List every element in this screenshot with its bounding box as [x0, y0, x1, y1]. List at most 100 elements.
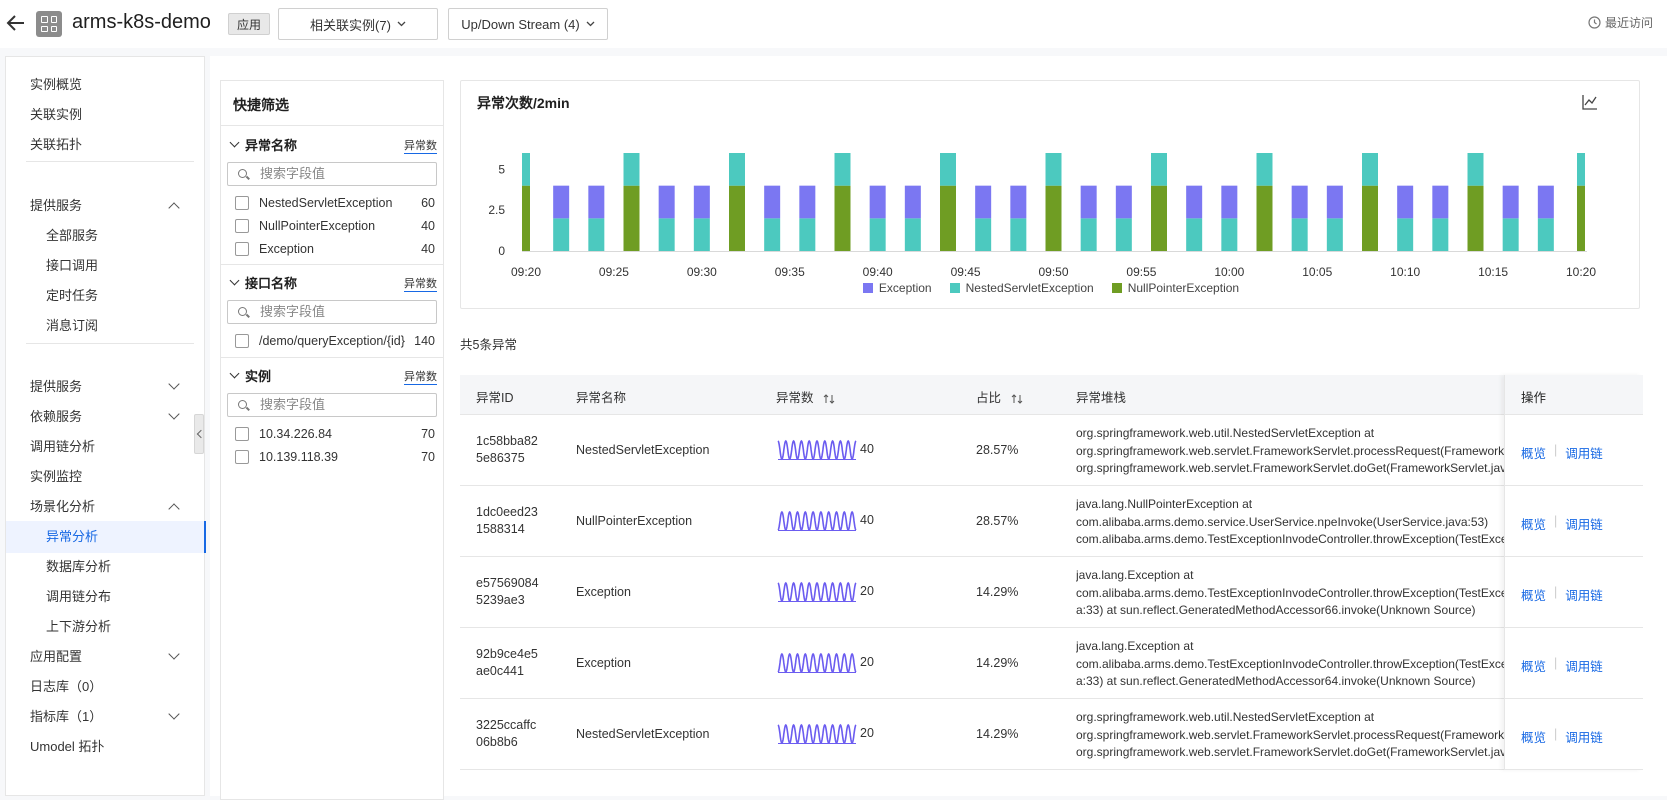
bar-segment-nestedservletexception: [693, 218, 710, 251]
sidebar-item-scenario-analysis[interactable]: 场景化分析: [6, 491, 206, 523]
sidebar-item-related-instances[interactable]: 关联实例: [6, 99, 206, 131]
filter-option[interactable]: 10.139.118.39 70: [235, 447, 441, 467]
overview-link[interactable]: 概览: [1521, 731, 1547, 745]
filter-section-exception-name[interactable]: 异常名称: [229, 135, 298, 154]
sidebar-item-umodel-topology[interactable]: Umodel 拓扑: [6, 731, 206, 763]
sidebar-item-upstream-downstream[interactable]: 上下游分析: [6, 611, 206, 643]
legend-item[interactable]: Exception: [862, 281, 932, 295]
header-pct-label: 占比: [976, 391, 1002, 405]
exception-name: NestedServletException: [576, 727, 710, 741]
filter-search-input[interactable]: 搜索字段值: [227, 162, 437, 186]
filter-sort-link[interactable]: 异常数: [404, 137, 437, 154]
sidebar-item-label: 消息订阅: [46, 318, 99, 333]
overview-link[interactable]: 概览: [1521, 660, 1547, 674]
sidebar-item-instance-monitor[interactable]: 实例监控: [6, 461, 206, 493]
checkbox[interactable]: [235, 196, 249, 210]
legend-item[interactable]: NestedServletException: [949, 281, 1094, 295]
trace-link[interactable]: 调用链: [1565, 731, 1603, 745]
header-count[interactable]: 异常数: [776, 387, 835, 406]
sidebar-item-label: 关联实例: [30, 107, 83, 122]
checkbox[interactable]: [235, 242, 249, 256]
updown-stream-dropdown[interactable]: Up/Down Stream (4): [448, 8, 608, 40]
x-tick-label: 10:20: [1566, 265, 1596, 279]
clock-icon: [1588, 16, 1601, 29]
bar-segment-exception: [588, 185, 605, 219]
trace-link[interactable]: 调用链: [1565, 447, 1603, 461]
line-chart-icon[interactable]: [1581, 93, 1599, 111]
table-row[interactable]: e57569084 5239ae3 Exception 20 14.29% java.la…: [460, 557, 1642, 628]
sidebar-item-provide-service[interactable]: 提供服务: [6, 190, 206, 222]
table-row[interactable]: 1c58bba82 5e86375 NestedServletException 40…: [460, 415, 1642, 486]
filter-sort-link[interactable]: 异常数: [404, 275, 437, 292]
bar-segment-nestedservletexception: [1080, 218, 1097, 251]
filter-section-api-name[interactable]: 接口名称: [229, 273, 297, 292]
x-tick-label: 09:30: [687, 265, 717, 279]
filter-option[interactable]: /demo/queryException/{id} 140: [235, 331, 441, 351]
sidebar-item-metric-store[interactable]: 指标库（1）: [6, 701, 206, 733]
filter-option[interactable]: 10.34.226.84 70: [235, 424, 441, 444]
sidebar-item-database-analysis[interactable]: 数据库分析: [6, 551, 206, 583]
sidebar-item-trace-distribution[interactable]: 调用链分布: [6, 581, 206, 613]
filter-option[interactable]: Exception 40: [235, 239, 441, 259]
bar-segment-nestedservletexception: [658, 218, 675, 251]
chart-title: 异常次数/2min: [477, 95, 570, 111]
stack-line: org.springframework.web.util.NestedServl…: [1076, 710, 1375, 724]
overview-link[interactable]: 概览: [1521, 447, 1547, 461]
sort-icon[interactable]: [823, 393, 835, 405]
overview-link[interactable]: 概览: [1521, 589, 1547, 603]
related-instances-dropdown[interactable]: 相关联实例(7): [278, 8, 438, 40]
stack-line: a:33) at sun.reflect.GeneratedMethodAcce…: [1076, 603, 1476, 617]
quick-filter-title: 快捷筛选: [233, 97, 289, 113]
bar-segment-nestedservletexception: [1221, 218, 1238, 251]
filter-option[interactable]: NullPointerException 40: [235, 216, 441, 236]
filter-option[interactable]: NestedServletException 60: [235, 193, 441, 213]
sidebar-item-label: 关联拓扑: [30, 137, 83, 152]
trace-link[interactable]: 调用链: [1565, 660, 1603, 674]
checkbox[interactable]: [235, 427, 249, 441]
x-tick-label: 09:20: [511, 265, 541, 279]
app-grid-icon: [36, 11, 62, 37]
back-arrow-icon[interactable]: [4, 10, 30, 36]
sidebar-item-api-calls[interactable]: 接口调用: [6, 250, 206, 282]
x-tick-label: 09:50: [1038, 265, 1068, 279]
recent-visits[interactable]: 最近访问: [1588, 14, 1653, 31]
sidebar-divider: [26, 161, 194, 162]
bar-segment-nullpointerexception: [1467, 185, 1484, 251]
trace-link[interactable]: 调用链: [1565, 589, 1603, 603]
checkbox[interactable]: [235, 219, 249, 233]
table-row[interactable]: 92b9ce4e5 ae0c441 Exception 20 14.29% java.la…: [460, 628, 1642, 699]
sidebar-item-message-subscription[interactable]: 消息订阅: [6, 310, 206, 342]
checkbox[interactable]: [235, 334, 249, 348]
sidebar-item-log-store[interactable]: 日志库（0）: [6, 671, 206, 703]
filter-search-input[interactable]: 搜索字段值: [227, 393, 437, 417]
header-pct[interactable]: 占比: [976, 387, 1023, 406]
table-row[interactable]: 1dc0eed23 1588314 NullPointerException 40 28…: [460, 486, 1642, 557]
sidebar-item-exception-analysis[interactable]: 异常分析: [6, 521, 206, 553]
overview-link[interactable]: 概览: [1521, 518, 1547, 532]
filter-section-title: 异常名称: [245, 138, 298, 153]
sidebar-item-scheduled-tasks[interactable]: 定时任务: [6, 280, 206, 312]
filter-section-instance[interactable]: 实例: [229, 366, 271, 385]
bar-segment-exception: [799, 185, 816, 219]
sidebar-item-dependent-services[interactable]: 依赖服务: [6, 401, 206, 433]
header-op: 操作: [1505, 375, 1643, 415]
sidebar-item-app-config[interactable]: 应用配置: [6, 641, 206, 673]
sidebar-item-label: 全部服务: [46, 228, 99, 243]
exception-stack: java.lang.Exception at com.alibaba.arms.d…: [1076, 638, 1506, 691]
sidebar-item-all-services[interactable]: 全部服务: [6, 220, 206, 252]
sidebar-item-provide-service-2[interactable]: 提供服务: [6, 371, 206, 403]
x-tick-label: 09:35: [775, 265, 805, 279]
sidebar-collapse-handle[interactable]: [194, 414, 204, 454]
sidebar-item-trace-analysis[interactable]: 调用链分析: [6, 431, 206, 463]
sidebar-item-related-topology[interactable]: 关联拓扑: [6, 129, 206, 161]
sidebar-item-overview[interactable]: 实例概览: [6, 69, 206, 101]
legend-item[interactable]: NullPointerException: [1111, 281, 1239, 295]
y-tick-label: 2.5: [488, 203, 505, 217]
checkbox[interactable]: [235, 450, 249, 464]
table-row[interactable]: 3225ccaffc 06b8b6 NestedServletException 20…: [460, 699, 1642, 770]
sort-icon[interactable]: [1011, 393, 1023, 405]
filter-search-input[interactable]: 搜索字段值: [227, 300, 437, 324]
trace-link[interactable]: 调用链: [1565, 518, 1603, 532]
filter-sort-link[interactable]: 异常数: [404, 368, 437, 385]
header-id: 异常ID: [476, 391, 514, 405]
